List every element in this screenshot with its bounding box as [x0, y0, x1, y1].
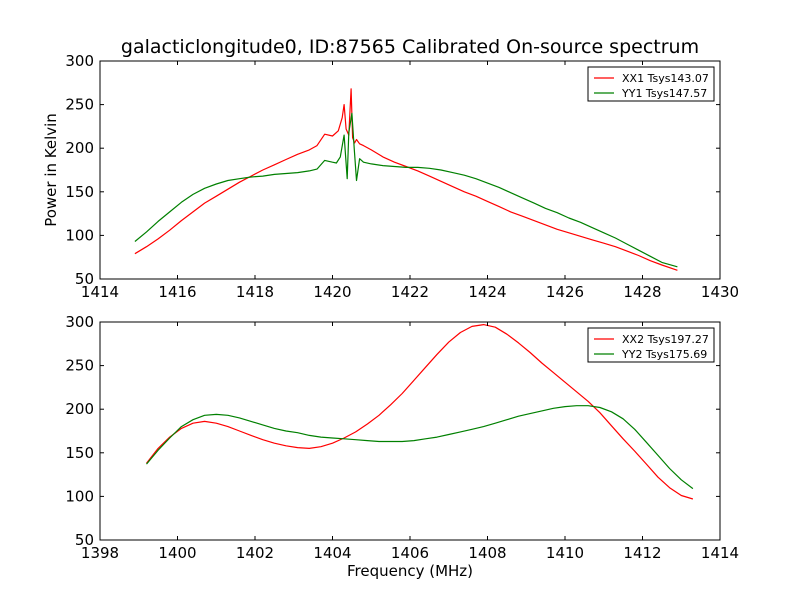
x-tick-label: 1428 [623, 283, 661, 301]
y-axis-label: Power in Kelvin [42, 113, 60, 227]
y-tick-label: 150 [65, 183, 94, 201]
y-tick-label: 50 [75, 270, 94, 288]
x-tick-label: 1398 [81, 544, 119, 562]
x-tick-label: 1402 [236, 544, 274, 562]
legend-entry: YY2 Tsys175.69 [621, 348, 707, 361]
y-tick-label: 50 [75, 531, 94, 549]
x-tick-label: 1408 [468, 544, 506, 562]
legend: XX2 Tsys197.27 YY2 Tsys175.69 [587, 327, 715, 363]
x-tick-label: 1400 [158, 544, 196, 562]
legend-entry: XX2 Tsys197.27 [622, 333, 709, 346]
x-tick-label: 1420 [313, 283, 351, 301]
x-tick-label: 1414 [81, 283, 119, 301]
x-tick-label: 1412 [623, 544, 661, 562]
y-tick-label: 300 [65, 52, 94, 70]
y-tick-label: 300 [65, 313, 94, 331]
x-tick-label: 1424 [468, 283, 506, 301]
legend: XX1 Tsys143.07 YY1 Tsys147.57 [587, 66, 715, 102]
x-tick-label: 1404 [313, 544, 351, 562]
y-tick-label: 250 [65, 357, 94, 375]
y-tick-label: 150 [65, 444, 94, 462]
x-tick-label: 1418 [236, 283, 274, 301]
y-tick-label: 100 [65, 226, 94, 244]
x-tick-label: 1426 [546, 283, 584, 301]
bottom-panel: Frequency (MHz) 1398 1400 1402 1404 1406 1408… [65, 313, 739, 580]
series-line-2 [146, 405, 694, 490]
x-tick-label: 1406 [391, 544, 429, 562]
bottom-plot-area: 1398 1400 1402 1404 1406 1408 1410 1412 1414 50 10… [65, 313, 739, 562]
top-plot-area: 1414 1416 1418 1420 1422 1424 1426 1428 1430 50 10… [65, 52, 739, 301]
x-axis-label: Frequency (MHz) [347, 562, 473, 580]
chart-title: galacticlongitude0, ID:87565 Calibrated … [121, 36, 699, 58]
y-tick-label: 250 [65, 96, 94, 114]
legend-entry: YY1 Tsys147.57 [621, 87, 707, 100]
y-tick-label: 200 [65, 139, 94, 157]
series-line-2 [134, 112, 678, 268]
x-tick-label: 1430 [701, 283, 739, 301]
y-tick-label: 200 [65, 400, 94, 418]
x-tick-label: 1414 [701, 544, 739, 562]
series-line-1 [134, 88, 678, 271]
y-tick-label: 100 [65, 487, 94, 505]
series-line-1 [146, 324, 694, 500]
x-tick-label: 1416 [158, 283, 196, 301]
legend-entry: XX1 Tsys143.07 [622, 72, 709, 85]
x-tick-label: 1410 [546, 544, 584, 562]
top-panel: galacticlongitude0, ID:87565 Calibrated … [42, 36, 739, 301]
x-tick-label: 1422 [391, 283, 429, 301]
